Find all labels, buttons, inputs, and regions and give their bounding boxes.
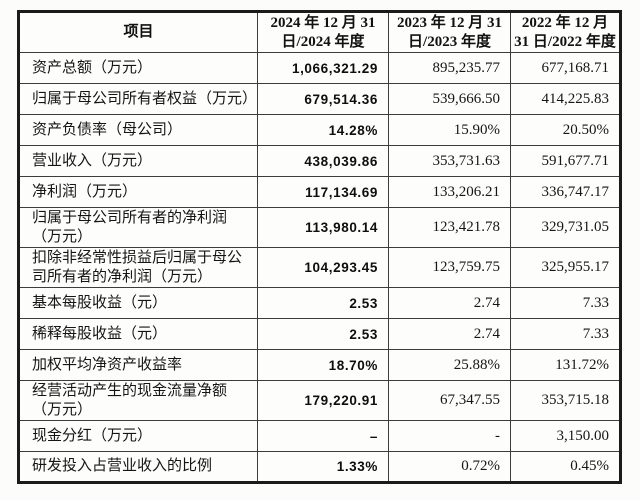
header-2022-column: 2022 年 12 月 31 日/2022 年度 bbox=[510, 11, 621, 53]
value-2024: 679,514.36 bbox=[257, 83, 389, 115]
table-row: 归属于母公司所有者权益（万元） 679,514.36 539,666.50 41… bbox=[18, 83, 621, 115]
table-row: 营业收入（万元） 438,039.86 353,731.63 591,677.7… bbox=[18, 145, 621, 177]
value-2024: 14.28% bbox=[257, 114, 389, 146]
value-2023: 15.90% bbox=[388, 114, 511, 146]
value-2022: 591,677.71 bbox=[510, 145, 621, 177]
header-2023-column: 2023 年 12 月 31 日/2023 年度 bbox=[388, 11, 511, 53]
table-row: 现金分红（万元） – - 3,150.00 bbox=[18, 420, 621, 452]
row-label: 加权平均净资产收益率 bbox=[18, 349, 258, 381]
financial-summary-table: 项目 2024 年 12 月 31 日/2024 年度 2023 年 12 月 … bbox=[17, 10, 622, 484]
value-2022: 7.33 bbox=[510, 318, 621, 350]
value-2024: 2.53 bbox=[257, 287, 389, 319]
row-label: 资产负债率（母公司） bbox=[18, 114, 258, 146]
table-row: 稀释每股收益（元） 2.53 2.74 7.33 bbox=[18, 318, 621, 350]
value-2024: 1.33% bbox=[257, 451, 389, 483]
value-2022: 20.50% bbox=[510, 114, 621, 146]
value-2022: 325,955.17 bbox=[510, 247, 621, 288]
row-label: 研发投入占营业收入的比例 bbox=[18, 451, 258, 483]
table-row: 资产负债率（母公司） 14.28% 15.90% 20.50% bbox=[18, 114, 621, 146]
table-row: 加权平均净资产收益率 18.70% 25.88% 131.72% bbox=[18, 349, 621, 381]
value-2024: 1,066,321.29 bbox=[257, 52, 389, 84]
value-2024: 104,293.45 bbox=[257, 247, 389, 288]
header-row: 项目 2024 年 12 月 31 日/2024 年度 2023 年 12 月 … bbox=[18, 11, 621, 53]
value-2022: 414,225.83 bbox=[510, 83, 621, 115]
financial-summary-table-container: 项目 2024 年 12 月 31 日/2024 年度 2023 年 12 月 … bbox=[17, 10, 622, 484]
value-2023: 2.74 bbox=[388, 287, 511, 319]
row-label: 基本每股收益（元） bbox=[18, 287, 258, 319]
value-2023: 353,731.63 bbox=[388, 145, 511, 177]
value-2023: 123,421.78 bbox=[388, 207, 511, 248]
header-2024-column: 2024 年 12 月 31 日/2024 年度 bbox=[257, 11, 389, 53]
table-row: 归属于母公司所有者的净利润（万元） 113,980.14 123,421.78 … bbox=[18, 207, 621, 248]
row-label: 现金分红（万元） bbox=[18, 420, 258, 452]
value-2023: 25.88% bbox=[388, 349, 511, 381]
row-label: 净利润（万元） bbox=[18, 176, 258, 208]
row-label: 经营活动产生的现金流量净额（万元） bbox=[18, 380, 258, 421]
row-label: 归属于母公司所有者的净利润（万元） bbox=[18, 207, 258, 248]
header-item-label: 项目 bbox=[123, 24, 154, 40]
value-2022: 0.45% bbox=[510, 451, 621, 483]
value-2023: 895,235.77 bbox=[388, 52, 511, 84]
value-2022: 677,168.71 bbox=[510, 52, 621, 84]
row-label: 营业收入（万元） bbox=[18, 145, 258, 177]
value-2023: 123,759.75 bbox=[388, 247, 511, 288]
table-row: 扣除非经常性损益后归属于母公司所有者的净利润（万元） 104,293.45 12… bbox=[18, 247, 621, 288]
table-row: 基本每股收益（元） 2.53 2.74 7.33 bbox=[18, 287, 621, 319]
row-label: 归属于母公司所有者权益（万元） bbox=[18, 83, 258, 115]
value-2023: 67,347.55 bbox=[388, 380, 511, 421]
row-label: 资产总额（万元） bbox=[18, 52, 258, 84]
row-label: 扣除非经常性损益后归属于母公司所有者的净利润（万元） bbox=[18, 247, 258, 288]
header-item-column: 项目 bbox=[18, 11, 258, 53]
table-row: 研发投入占营业收入的比例 1.33% 0.72% 0.45% bbox=[18, 451, 621, 483]
table-row: 资产总额（万元） 1,066,321.29 895,235.77 677,168… bbox=[18, 52, 621, 84]
value-2022: 329,731.05 bbox=[510, 207, 621, 248]
value-2024: 18.70% bbox=[257, 349, 389, 381]
table-row: 净利润（万元） 117,134.69 133,206.21 336,747.17 bbox=[18, 176, 621, 208]
table-row: 经营活动产生的现金流量净额（万元） 179,220.91 67,347.55 3… bbox=[18, 380, 621, 421]
value-2024: – bbox=[257, 420, 389, 452]
row-label: 稀释每股收益（元） bbox=[18, 318, 258, 350]
value-2024: 117,134.69 bbox=[257, 176, 389, 208]
value-2024: 179,220.91 bbox=[257, 380, 389, 421]
value-2022: 353,715.18 bbox=[510, 380, 621, 421]
value-2023: 539,666.50 bbox=[388, 83, 511, 115]
value-2022: 3,150.00 bbox=[510, 420, 621, 452]
value-2024: 2.53 bbox=[257, 318, 389, 350]
value-2022: 336,747.17 bbox=[510, 176, 621, 208]
value-2023: 0.72% bbox=[388, 451, 511, 483]
value-2022: 131.72% bbox=[510, 349, 621, 381]
value-2023: 133,206.21 bbox=[388, 176, 511, 208]
value-2023: - bbox=[388, 420, 511, 452]
value-2022: 7.33 bbox=[510, 287, 621, 319]
value-2024: 113,980.14 bbox=[257, 207, 389, 248]
value-2023: 2.74 bbox=[388, 318, 511, 350]
value-2024: 438,039.86 bbox=[257, 145, 389, 177]
